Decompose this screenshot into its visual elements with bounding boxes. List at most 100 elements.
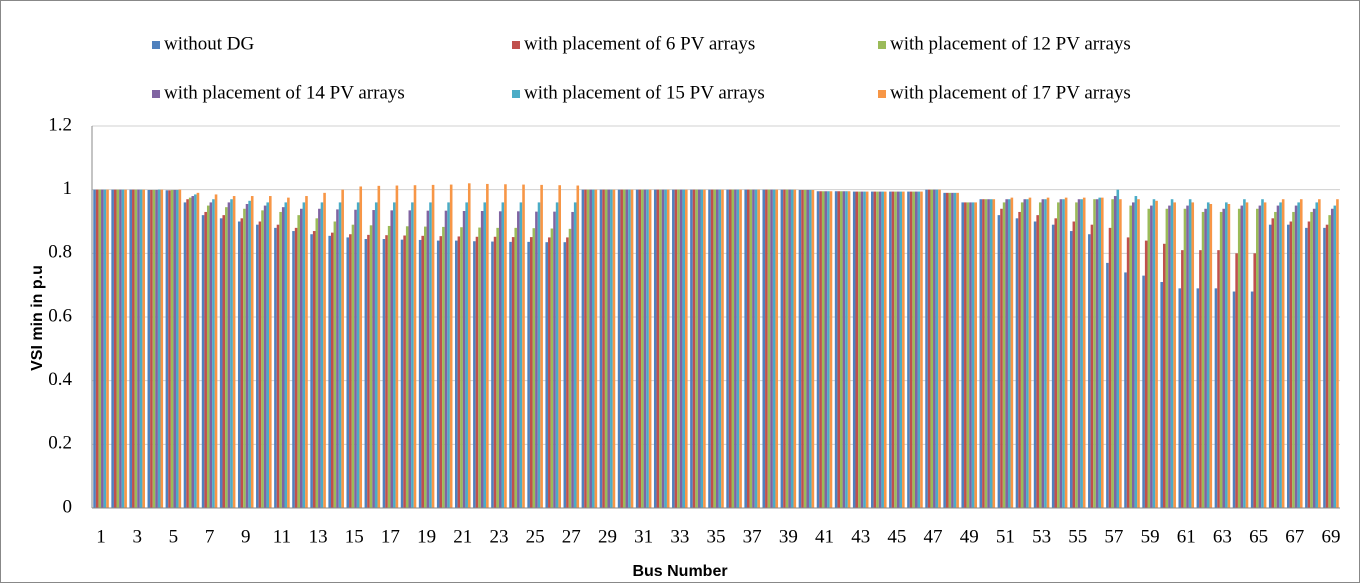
- legend-label: with placement of 14 PV arrays: [164, 82, 405, 103]
- bar: [927, 189, 931, 508]
- bar: [449, 184, 453, 508]
- bar: [150, 189, 153, 509]
- x-tick-label: 1: [96, 526, 106, 547]
- bar: [930, 189, 934, 508]
- bar: [405, 226, 409, 508]
- bar: [1276, 205, 1280, 509]
- bar: [121, 189, 125, 508]
- bar: [351, 224, 355, 508]
- bar: [754, 189, 758, 508]
- bar: [842, 191, 846, 508]
- bar: [372, 210, 375, 509]
- x-tick-label: 37: [743, 526, 762, 547]
- bar: [721, 189, 724, 508]
- bar: [1005, 199, 1008, 508]
- bar: [119, 189, 122, 508]
- legend-label: with placement of 17 PV arrays: [890, 82, 1131, 103]
- x-tick-label: 47: [924, 526, 943, 547]
- y-axis-title: VSI min in p.u: [29, 265, 46, 371]
- bar: [323, 192, 326, 508]
- bar: [1336, 199, 1339, 508]
- bar: [1281, 199, 1285, 508]
- bar: [571, 211, 574, 508]
- bar: [421, 235, 425, 508]
- bar: [889, 191, 892, 508]
- bar: [338, 202, 342, 508]
- bar: [245, 203, 249, 508]
- bar: [1147, 208, 1151, 508]
- bar: [395, 185, 399, 509]
- bar: [876, 191, 879, 508]
- bar: [566, 237, 569, 508]
- bar: [509, 241, 512, 508]
- bar: [827, 191, 830, 508]
- bar: [697, 189, 701, 508]
- bar: [788, 189, 791, 508]
- bar: [682, 189, 686, 508]
- bar: [124, 189, 127, 508]
- x-tick-label: 57: [1104, 526, 1123, 547]
- bar: [1181, 250, 1184, 508]
- bar: [1168, 205, 1171, 509]
- bar: [250, 196, 254, 509]
- x-tick-label: 5: [169, 526, 179, 547]
- bar: [227, 202, 231, 508]
- bar: [1134, 196, 1138, 509]
- bar: [638, 189, 642, 508]
- bar: [139, 189, 143, 508]
- bar: [845, 191, 848, 508]
- bar: [894, 191, 897, 508]
- bar: [984, 199, 988, 508]
- bar: [1199, 250, 1202, 508]
- bar: [178, 189, 182, 508]
- bar: [659, 189, 662, 508]
- legend-swatch: [152, 41, 160, 49]
- bar: [1044, 199, 1047, 508]
- bar: [1274, 211, 1277, 508]
- bar: [840, 191, 843, 508]
- bar: [367, 234, 370, 508]
- bar: [333, 221, 337, 508]
- bar: [956, 192, 959, 508]
- bar: [1235, 253, 1238, 508]
- bar: [881, 191, 884, 508]
- bar: [1279, 202, 1282, 508]
- bar: [390, 210, 394, 508]
- bar: [1294, 205, 1298, 509]
- bar: [703, 189, 706, 508]
- legend-swatch: [512, 90, 520, 98]
- bar: [816, 191, 820, 508]
- bar: [279, 211, 282, 508]
- bar: [517, 211, 520, 508]
- bar: [969, 202, 972, 508]
- y-tick-label: 0: [63, 496, 73, 517]
- bar: [1307, 221, 1311, 508]
- bar: [1098, 197, 1102, 508]
- bar: [713, 189, 716, 508]
- bar: [1253, 253, 1257, 508]
- y-tick-label: 0.2: [48, 433, 72, 454]
- bar: [948, 192, 952, 508]
- x-tick-label: 21: [453, 526, 472, 547]
- bar: [201, 215, 205, 508]
- bar: [1088, 234, 1091, 508]
- bar: [943, 192, 946, 508]
- bar: [1057, 202, 1060, 508]
- bar: [1090, 224, 1094, 508]
- bar: [907, 191, 910, 508]
- bar: [865, 191, 869, 508]
- bar: [997, 215, 1001, 508]
- bar: [261, 210, 264, 508]
- bar: [780, 189, 784, 508]
- bar: [783, 189, 786, 508]
- bar: [431, 184, 435, 508]
- bar: [602, 189, 605, 508]
- bar: [1144, 240, 1148, 508]
- bar: [617, 189, 621, 508]
- bar: [809, 189, 812, 509]
- bar: [1126, 237, 1130, 508]
- bar: [341, 189, 344, 508]
- x-tick-label: 3: [132, 526, 142, 547]
- legend-label: with placement of 6 PV arrays: [524, 33, 755, 54]
- bar: [1051, 224, 1055, 508]
